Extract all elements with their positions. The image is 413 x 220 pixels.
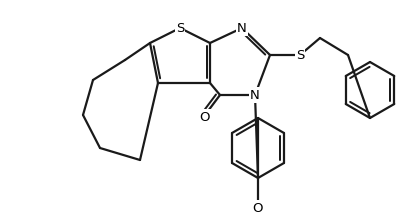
Text: N: N — [237, 22, 246, 35]
Text: O: O — [252, 202, 263, 214]
Text: N: N — [249, 88, 259, 101]
Text: O: O — [199, 110, 210, 123]
Text: S: S — [176, 22, 184, 35]
Text: S: S — [295, 48, 304, 62]
